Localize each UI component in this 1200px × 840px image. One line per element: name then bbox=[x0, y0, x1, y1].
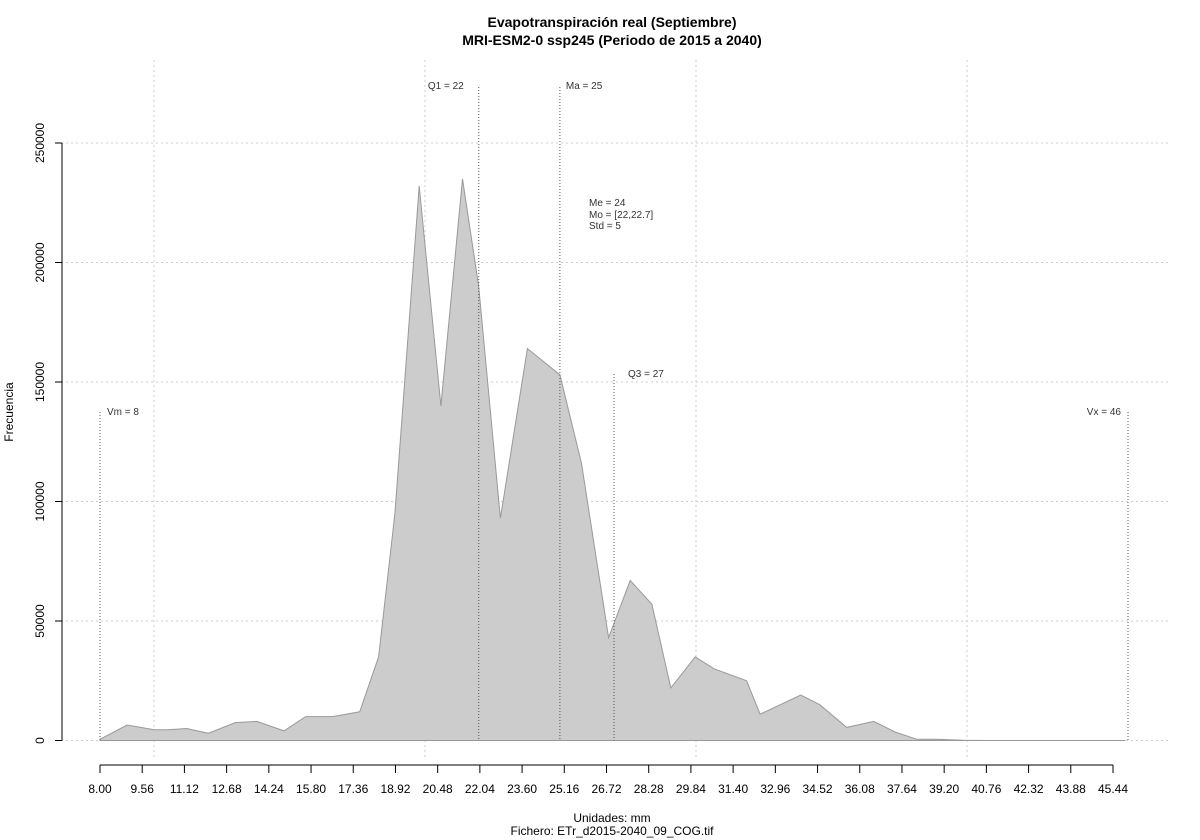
x-tick-label: 28.28 bbox=[634, 782, 664, 796]
x-tick-label: 17.36 bbox=[338, 782, 368, 796]
y-tick-label: 0 bbox=[33, 737, 47, 744]
x-tick-label: 11.12 bbox=[170, 782, 199, 796]
y-tick-label: 100000 bbox=[33, 481, 47, 521]
x-tick-label: 15.80 bbox=[296, 782, 326, 796]
y-axis-label: Frecuencia bbox=[2, 382, 16, 442]
stat-mode: Mo = [22,22.7] bbox=[589, 210, 653, 221]
marker-label: Ma = 25 bbox=[566, 81, 603, 92]
y-tick-label: 150000 bbox=[33, 362, 47, 402]
stat-markers: Vm = 8 Q1 = 22 Ma = 25 Q3 = 27 Vx = 46 bbox=[99, 81, 1129, 741]
x-tick-label: 42.32 bbox=[1014, 782, 1044, 796]
marker-label: Vm = 8 bbox=[107, 407, 139, 418]
marker-label: Vx = 46 bbox=[1087, 407, 1122, 418]
x-tick-label: 39.20 bbox=[929, 782, 959, 796]
x-tick-label: 14.24 bbox=[254, 782, 284, 796]
y-axis-ticks: 0 50000 100000 150000 200000 250000 bbox=[33, 123, 62, 744]
marker-label: Q1 = 22 bbox=[428, 81, 464, 92]
x-tick-label: 22.04 bbox=[465, 782, 495, 796]
x-tick-label: 37.64 bbox=[887, 782, 917, 796]
x-tick-label: 43.88 bbox=[1056, 782, 1086, 796]
x-tick-label: 18.92 bbox=[380, 782, 410, 796]
x-tick-label: 8.00 bbox=[88, 782, 112, 796]
x-tick-label: 12.68 bbox=[212, 782, 242, 796]
file-name-label: Fichero: ETr_d2015-2040_09_COG.tif bbox=[511, 824, 715, 838]
x-tick-label: 32.96 bbox=[760, 782, 790, 796]
x-axis-label: Unidades: mm bbox=[573, 811, 650, 825]
y-tick-label: 50000 bbox=[33, 604, 47, 638]
x-axis-ticks: 8.00 9.56 11.12 12.68 14.24 15.80 17.36 18.92 20… bbox=[88, 765, 1128, 796]
x-tick-label: 23.60 bbox=[507, 782, 537, 796]
x-tick-label: 25.16 bbox=[549, 782, 579, 796]
frequency-area bbox=[99, 178, 1126, 741]
x-tick-label: 9.56 bbox=[131, 782, 155, 796]
x-tick-label: 40.76 bbox=[971, 782, 1001, 796]
stat-median: Me = 24 bbox=[589, 198, 626, 209]
chart-title: Evapotranspiración real (Septiembre) bbox=[488, 14, 737, 30]
y-tick-label: 200000 bbox=[33, 242, 47, 282]
x-tick-label: 31.40 bbox=[718, 782, 748, 796]
x-tick-label: 45.44 bbox=[1098, 782, 1128, 796]
x-tick-label: 34.52 bbox=[803, 782, 833, 796]
y-tick-label: 250000 bbox=[33, 123, 47, 163]
x-tick-label: 29.84 bbox=[676, 782, 706, 796]
x-tick-label: 26.72 bbox=[591, 782, 621, 796]
x-tick-label: 36.08 bbox=[845, 782, 875, 796]
x-tick-label: 20.48 bbox=[423, 782, 453, 796]
stat-std: Std = 5 bbox=[589, 221, 621, 232]
marker-label: Q3 = 27 bbox=[628, 369, 664, 380]
chart-subtitle: MRI-ESM2-0 ssp245 (Periodo de 2015 a 204… bbox=[462, 32, 762, 48]
